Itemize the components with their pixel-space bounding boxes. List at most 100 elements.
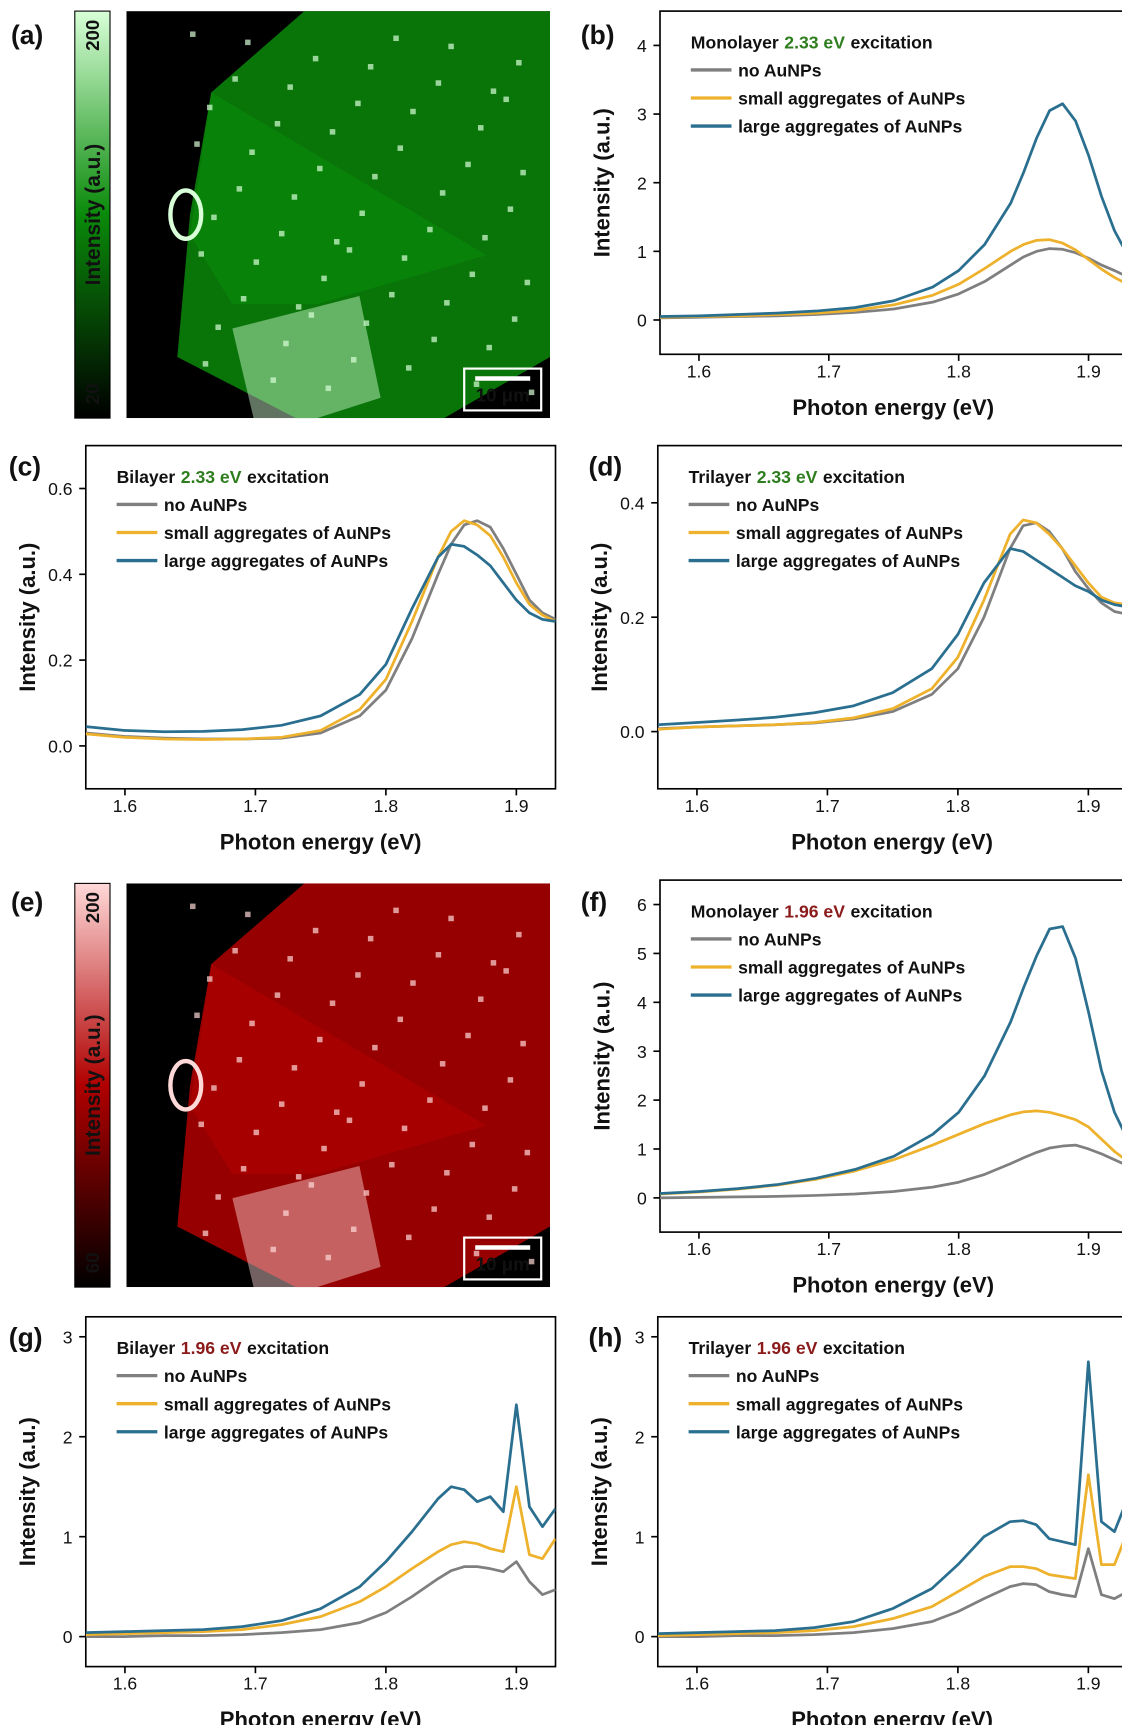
hot-spot	[482, 234, 488, 241]
hot-spot	[350, 1226, 357, 1233]
hot-spot	[516, 59, 522, 66]
hot-spot	[317, 165, 323, 172]
hot-spot	[202, 1230, 209, 1237]
hot-spot	[168, 1058, 204, 1112]
x-tick-label: 1.6	[113, 1674, 138, 1694]
legend-title-prefix: Bilayer	[117, 467, 176, 487]
hot-spot	[236, 1056, 243, 1063]
y-axis-label: Intensity (a.u.)	[589, 982, 614, 1131]
x-tick-label: 1.8	[946, 1239, 971, 1259]
hot-spot	[469, 1141, 476, 1148]
y-tick-label: 0.4	[620, 493, 645, 513]
hot-spot	[346, 247, 353, 253]
legend-label: small aggregates of AuNPs	[738, 958, 965, 978]
x-axis-label: Photon energy (eV)	[791, 1707, 993, 1725]
hot-spot	[367, 64, 374, 70]
legend-title-suffix: excitation	[850, 33, 932, 53]
hot-spot	[194, 1012, 200, 1019]
plot-area	[657, 1360, 1122, 1638]
legend-title-suffix: excitation	[247, 1338, 329, 1358]
x-tick-label: 1.9	[1076, 361, 1100, 381]
hot-spot	[503, 96, 509, 103]
series-line	[660, 1109, 1122, 1196]
legend-label: large aggregates of AuNPs	[736, 1422, 960, 1442]
hot-spot	[295, 304, 302, 310]
y-tick-label: 4	[637, 36, 647, 56]
hot-spot	[245, 911, 251, 918]
line-panel: (g) 1.6 1.7 1.8 1.9 0 1 2 3 Photon energy (eV) Int…	[9, 1315, 557, 1725]
legend-title-prefix: Bilayer	[117, 1338, 176, 1358]
hot-spot	[325, 385, 332, 392]
y-tick-label: 3	[635, 1327, 645, 1347]
scale-bar-label: 10 μm	[476, 385, 530, 406]
y-tick-label: 1	[635, 1527, 645, 1547]
legend-title: Bilayer 2.33 eV excitation	[117, 467, 329, 487]
plot-area	[660, 102, 1122, 320]
series-line	[660, 238, 1122, 319]
hot-spot	[312, 927, 319, 934]
hot-spot	[211, 214, 217, 221]
hot-spot	[507, 206, 514, 212]
x-tick-label: 1.9	[504, 1674, 528, 1694]
hot-spot	[524, 1149, 531, 1156]
hot-spot	[528, 389, 535, 396]
flake-layer	[190, 964, 487, 1175]
plot-area	[85, 519, 556, 741]
line-panel: (h) 1.6 1.7 1.8 1.9 0 1 2 3 Photon energy (eV) Int…	[587, 1315, 1122, 1725]
hot-spot	[427, 226, 433, 233]
colorbar	[74, 10, 111, 419]
hot-spot	[410, 980, 416, 986]
y-tick-label: 0.0	[48, 737, 73, 757]
hot-spot	[478, 125, 484, 131]
series-line	[85, 519, 556, 741]
hot-spot	[236, 186, 243, 192]
colorbar	[74, 882, 111, 1288]
x-tick-label: 1.8	[946, 796, 971, 816]
hot-spot	[198, 251, 204, 257]
x-tick-label: 1.6	[687, 361, 712, 381]
x-axis-label: Photon energy (eV)	[792, 1273, 994, 1298]
hot-spot	[253, 259, 260, 265]
colorbar-label: Intensity (a.u.)	[82, 1014, 105, 1156]
legend-label: no AuNPs	[736, 495, 820, 515]
legend-label: no AuNPs	[736, 1366, 820, 1386]
line-panel: (c) 1.6 1.7 1.8 1.9 0.0 0.2 0.4 0.6 Photon energy…	[9, 444, 557, 854]
x-tick-label: 1.6	[687, 1239, 712, 1259]
y-axis-label: Intensity (a.u.)	[589, 108, 614, 257]
hot-spot	[291, 1065, 298, 1071]
legend-title-prefix: Monolayer	[691, 902, 779, 922]
hot-spot	[325, 1254, 332, 1261]
series-line	[657, 547, 1122, 727]
hot-spot	[240, 296, 247, 302]
line-panel: (f) 1.6 1.7 1.8 1.9 0 1 2 3 4 5 6 Photon energy (eV)…	[581, 879, 1122, 1298]
x-axis-label: Photon energy (eV)	[220, 1707, 422, 1725]
hot-spot	[482, 1105, 488, 1111]
x-tick-label: 1.8	[946, 1674, 971, 1694]
scale-bar-label: 10 μm	[476, 1254, 530, 1275]
hot-spot	[473, 381, 480, 387]
legend-label: large aggregates of AuNPs	[738, 117, 962, 137]
legend-title-suffix: excitation	[823, 467, 905, 487]
flake-multilayer	[232, 296, 381, 419]
panel-label: (b)	[581, 20, 615, 50]
y-tick-label: 1	[637, 242, 647, 262]
hot-spot	[283, 1210, 289, 1216]
series-line	[657, 1360, 1122, 1635]
colorbar-tick-label: 20	[82, 384, 103, 405]
hot-spot	[194, 141, 200, 147]
hot-spot	[520, 169, 526, 176]
legend-label: small aggregates of AuNPs	[164, 1394, 391, 1414]
hot-spot	[427, 1097, 433, 1103]
panel-label: (h)	[589, 1323, 623, 1353]
legend-title-energy: 1.96 eV	[784, 902, 845, 922]
legend-title-prefix: Monolayer	[691, 33, 779, 53]
line-panel: (b) 1.6 1.7 1.8 1.9 0 1 2 3 4 Photon energy (eV) In…	[581, 10, 1122, 420]
map-panel: (a) 20 200 Intensity (a.u.) 10 μm	[11, 10, 550, 419]
panel-label: (g)	[9, 1323, 43, 1353]
hot-spot	[168, 188, 204, 242]
legend-label: small aggregates of AuNPs	[736, 523, 963, 543]
colorbar-tick-label: 200	[82, 892, 103, 923]
legend-label: no AuNPs	[738, 61, 822, 81]
hot-spot	[401, 255, 408, 261]
